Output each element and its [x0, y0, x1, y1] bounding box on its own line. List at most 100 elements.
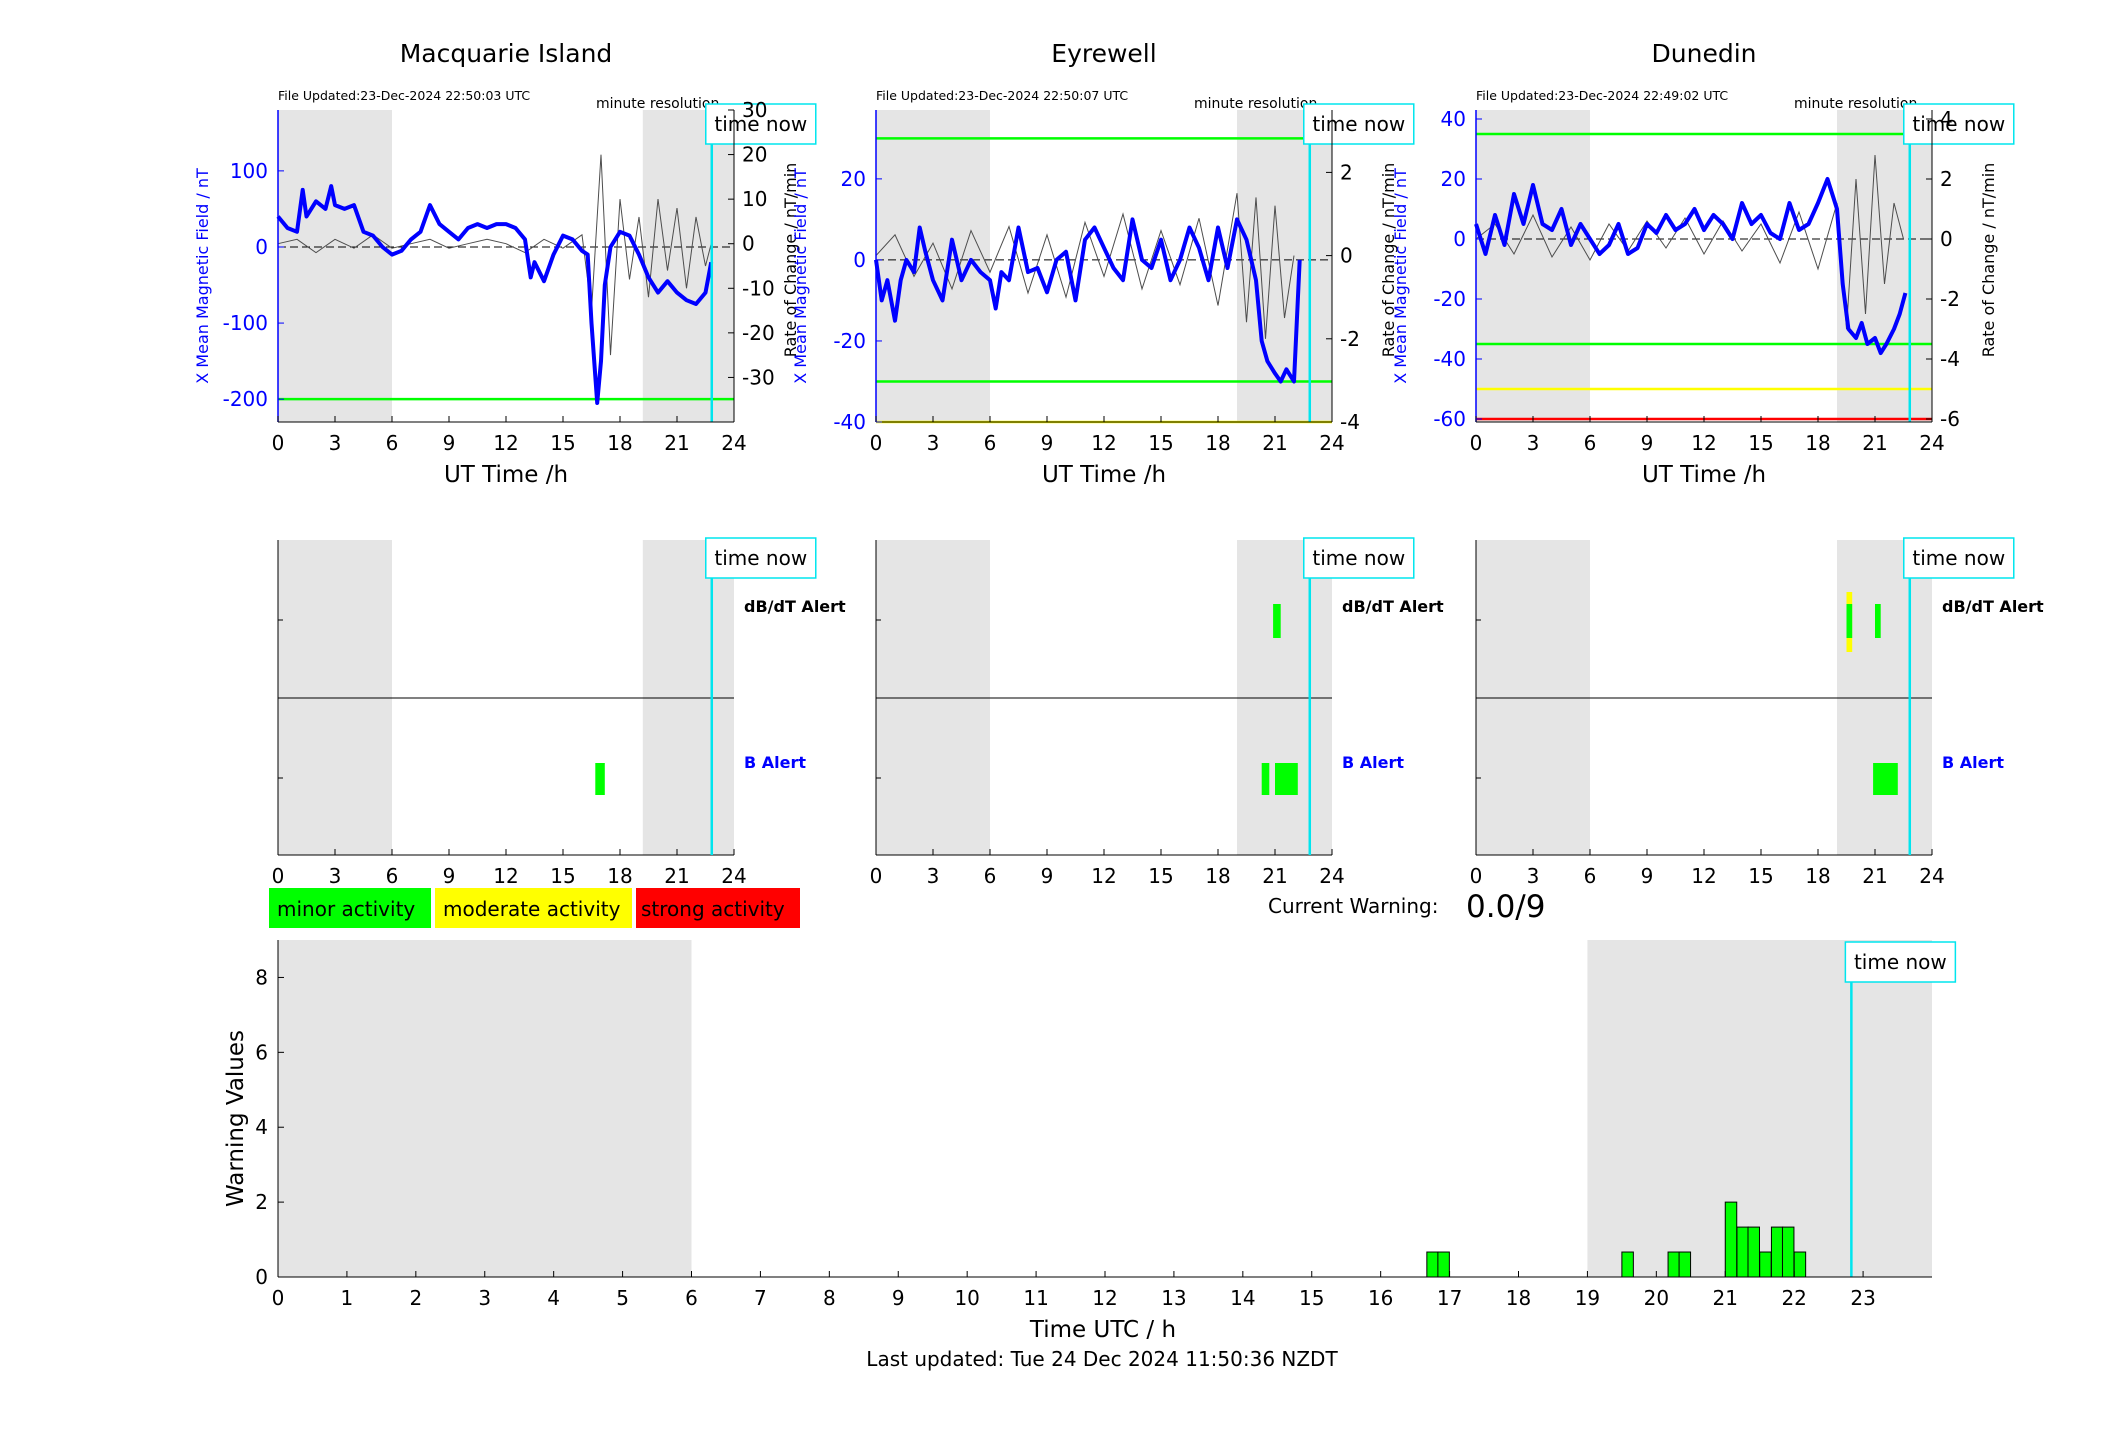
y-left-tick-label: 20 — [841, 167, 866, 191]
x-tick-label: 18 — [607, 431, 632, 455]
y-left-axis-label: X Mean Magnetic Field / nT — [791, 168, 810, 384]
x-tick-label: 15 — [1148, 864, 1173, 888]
time-now-label: time now — [714, 112, 807, 136]
time-now-box — [1303, 537, 1415, 579]
x-tick-label: 12 — [493, 431, 518, 455]
y-left-tick-label: -20 — [1433, 287, 1466, 311]
time-now-box — [1844, 941, 1957, 983]
file-updated-text: File Updated:23-Dec-2024 22:50:03 UTC — [278, 88, 530, 103]
rate-of-change-line — [875, 193, 1295, 339]
x-tick-label: 1 — [341, 1286, 354, 1310]
x-tick-label: 20 — [1644, 1286, 1669, 1310]
minute-resolution-text: minute resolution — [596, 96, 719, 112]
y-right-tick-label: 2 — [1940, 167, 1953, 191]
x-tick-label: 21 — [1262, 864, 1287, 888]
y-right-tick-label: 0 — [1940, 227, 1953, 251]
y-left-tick-label: -40 — [833, 410, 866, 434]
y-left-tick-label: -60 — [1433, 407, 1466, 431]
y-right-tick-label: -6 — [1940, 407, 1960, 431]
warning-bar — [1678, 1251, 1692, 1278]
y-right-tick-label: 0 — [742, 232, 755, 256]
x-tick-label: 19 — [1575, 1286, 1600, 1310]
x-axis-label: Time UTC / h — [1029, 1317, 1176, 1343]
time-now-label: time now — [1312, 112, 1405, 136]
time-now-box — [705, 103, 817, 145]
y-left-tick-label: -40 — [1433, 347, 1466, 371]
y-tick-label: 2 — [255, 1190, 268, 1214]
dbdt-alert-label: dB/dT Alert — [1942, 597, 2044, 616]
b-alert-bar — [1275, 763, 1298, 795]
y-right-tick-label: 20 — [742, 143, 767, 167]
night-shade — [278, 110, 392, 422]
station-title: Dunedin — [1652, 39, 1757, 68]
dbdt-alert-bar — [1846, 604, 1853, 638]
time-now-label: time now — [1854, 950, 1947, 974]
x-tick-label: 6 — [386, 864, 399, 888]
magnetic-field-line — [276, 184, 714, 405]
x-tick-label: 21 — [1862, 431, 1887, 455]
x-tick-label: 9 — [443, 431, 456, 455]
night-shade — [642, 110, 734, 422]
x-tick-label: 9 — [1641, 431, 1654, 455]
x-tick-label: 12 — [493, 864, 518, 888]
b-alert-label: B Alert — [1942, 753, 2004, 772]
y-right-tick-label: -4 — [1340, 410, 1360, 434]
x-tick-label: 17 — [1437, 1286, 1462, 1310]
x-tick-label: 24 — [1919, 864, 1944, 888]
y-right-tick-label: 30 — [742, 98, 767, 122]
y-left-axis-label: X Mean Magnetic Field / nT — [1391, 168, 1410, 384]
x-tick-label: 18 — [1205, 431, 1230, 455]
time-now-box — [1903, 103, 2015, 145]
legend-minor-swatch — [269, 888, 431, 928]
station-title: Macquarie Island — [400, 39, 613, 68]
y-left-tick-label: 0 — [853, 248, 866, 272]
x-tick-label: 0 — [272, 1286, 285, 1310]
x-tick-label: 18 — [1205, 864, 1230, 888]
time-now-box — [705, 537, 817, 579]
y-right-tick-label: 2 — [1340, 160, 1353, 184]
x-tick-label: 0 — [272, 431, 285, 455]
x-tick-label: 24 — [1319, 864, 1344, 888]
y-left-tick-label: -100 — [223, 311, 268, 335]
x-tick-label: 21 — [1862, 864, 1887, 888]
b-alert-bar — [595, 763, 605, 795]
warning-bar — [1770, 1226, 1784, 1278]
minute-resolution-text: minute resolution — [1794, 96, 1917, 112]
x-tick-label: 7 — [754, 1286, 767, 1310]
dbdt-alert-bar — [1875, 604, 1881, 638]
warning-bar — [1426, 1251, 1439, 1278]
y-left-tick-label: 100 — [230, 159, 268, 183]
x-tick-label: 12 — [1691, 431, 1716, 455]
time-now-label: time now — [1912, 546, 2005, 570]
current-warning-label: Current Warning: — [1268, 894, 1438, 918]
x-tick-label: 15 — [550, 864, 575, 888]
y-tick-label: 6 — [255, 1040, 268, 1064]
rate-of-change-line — [1475, 154, 1904, 330]
x-tick-label: 0 — [870, 864, 883, 888]
y-left-tick-label: 20 — [1441, 167, 1466, 191]
x-tick-label: 12 — [1691, 864, 1716, 888]
y-right-tick-label: -20 — [742, 321, 775, 345]
x-tick-label: 0 — [870, 431, 883, 455]
night-shade — [876, 110, 990, 422]
x-axis-label: UT Time /h — [1042, 462, 1166, 488]
warning-bar — [1759, 1251, 1772, 1278]
station-panels: Macquarie Island File Updated:23-Dec-2024… — [193, 39, 2015, 488]
x-tick-label: 6 — [685, 1286, 698, 1310]
x-tick-label: 22 — [1781, 1286, 1806, 1310]
b-alert-label: B Alert — [1342, 753, 1404, 772]
y-right-tick-label: -2 — [1340, 327, 1360, 351]
time-now-label: time now — [1912, 112, 2005, 136]
warning-bar — [1781, 1226, 1795, 1278]
y-right-tick-label: -10 — [742, 276, 775, 300]
station-panel-1: Eyrewell File Updated:23-Dec-2024 22:50:0… — [791, 39, 1415, 488]
y-axis-label: Warning Values — [223, 1030, 249, 1207]
x-tick-label: 6 — [984, 864, 997, 888]
x-tick-label: 12 — [1091, 864, 1116, 888]
y-tick-label: 0 — [255, 1265, 268, 1289]
legend-moderate-label: moderate activity — [443, 897, 621, 921]
x-tick-label: 6 — [1584, 864, 1597, 888]
legend-strong-swatch — [636, 888, 800, 928]
x-tick-label: 21 — [664, 431, 689, 455]
